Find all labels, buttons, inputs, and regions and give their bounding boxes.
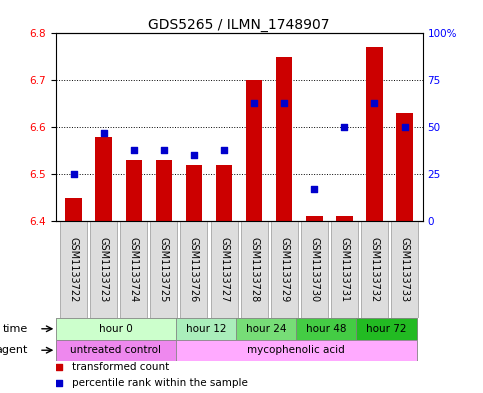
Title: GDS5265 / ILMN_1748907: GDS5265 / ILMN_1748907 — [148, 18, 330, 32]
Text: GSM1133731: GSM1133731 — [340, 237, 349, 302]
Bar — [90, 221, 117, 318]
Bar — [356, 318, 417, 340]
Point — [220, 147, 228, 153]
Text: transformed count: transformed count — [72, 362, 170, 371]
Bar — [96, 136, 112, 221]
Text: GSM1133733: GSM1133733 — [399, 237, 410, 302]
Text: mycophenolic acid: mycophenolic acid — [247, 345, 345, 355]
Bar — [336, 216, 353, 221]
Text: GSM1133729: GSM1133729 — [279, 237, 289, 302]
Bar — [126, 160, 142, 221]
Bar — [296, 318, 356, 340]
Point — [401, 124, 409, 130]
Text: percentile rank within the sample: percentile rank within the sample — [72, 378, 248, 388]
Text: GSM1133723: GSM1133723 — [99, 237, 109, 302]
Bar — [366, 48, 383, 221]
Text: hour 12: hour 12 — [186, 324, 226, 334]
Bar — [65, 198, 82, 221]
Bar — [181, 221, 208, 318]
Text: hour 24: hour 24 — [246, 324, 286, 334]
Bar — [246, 80, 262, 221]
Bar — [236, 318, 296, 340]
Text: untreated control: untreated control — [70, 345, 161, 355]
Bar — [176, 340, 417, 361]
Text: GSM1133732: GSM1133732 — [369, 237, 380, 302]
Text: GSM1133726: GSM1133726 — [189, 237, 199, 302]
Bar — [396, 113, 413, 221]
Text: GSM1133725: GSM1133725 — [159, 237, 169, 302]
Bar — [56, 318, 176, 340]
Bar — [306, 216, 323, 221]
Text: time: time — [3, 324, 28, 334]
Bar — [211, 221, 238, 318]
Bar — [60, 221, 87, 318]
Text: hour 0: hour 0 — [99, 324, 133, 334]
Bar — [120, 221, 147, 318]
Point — [269, 321, 276, 327]
Text: hour 48: hour 48 — [306, 324, 347, 334]
Text: GSM1133722: GSM1133722 — [69, 237, 79, 302]
Point — [311, 186, 318, 192]
Bar — [216, 165, 232, 221]
Point — [269, 167, 276, 174]
Bar — [361, 221, 388, 318]
Text: agent: agent — [0, 345, 28, 355]
Point — [100, 130, 108, 136]
Bar — [56, 340, 176, 361]
Point — [341, 124, 348, 130]
Point — [280, 100, 288, 106]
Bar — [185, 165, 202, 221]
Text: GSM1133728: GSM1133728 — [249, 237, 259, 302]
Point — [70, 171, 77, 177]
Bar — [176, 318, 236, 340]
Bar — [331, 221, 358, 318]
Point — [160, 147, 168, 153]
Bar — [270, 221, 298, 318]
Point — [190, 152, 198, 158]
Point — [250, 100, 258, 106]
Point — [370, 100, 378, 106]
Bar — [276, 57, 293, 221]
Bar — [150, 221, 177, 318]
Point — [130, 147, 138, 153]
Text: GSM1133730: GSM1133730 — [309, 237, 319, 302]
Bar — [301, 221, 328, 318]
Text: GSM1133727: GSM1133727 — [219, 237, 229, 302]
Bar — [241, 221, 268, 318]
Bar — [156, 160, 172, 221]
Text: hour 72: hour 72 — [366, 324, 407, 334]
Bar — [391, 221, 418, 318]
Text: GSM1133724: GSM1133724 — [129, 237, 139, 302]
